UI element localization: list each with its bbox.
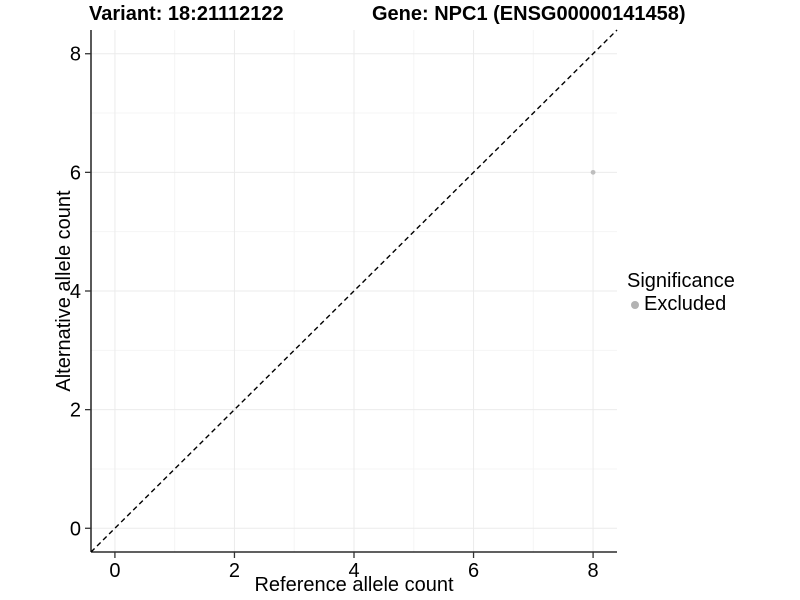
x-tick-label: 2	[229, 560, 240, 582]
y-tick-label: 4	[70, 281, 81, 303]
legend-key-dot-icon	[631, 300, 639, 309]
y-tick-label: 0	[70, 518, 81, 540]
plot-title-gene: Gene: NPC1 (ENSG00000141458)	[372, 3, 686, 25]
x-tick-label: 6	[468, 560, 479, 582]
identity-line	[90, 29, 618, 553]
y-tick-label: 6	[70, 162, 81, 184]
x-tick-label: 0	[109, 560, 120, 582]
x-tick-label: 8	[588, 560, 599, 582]
y-axis-title: Alternative allele count	[53, 190, 75, 392]
legend-item-excluded: Excluded	[631, 293, 735, 316]
y-tick-label: 2	[70, 400, 81, 422]
data-point-excluded	[590, 169, 596, 175]
legend-title: Significance	[627, 270, 735, 292]
x-tick-label: 4	[348, 560, 359, 582]
y-tick-label: 8	[70, 44, 81, 66]
legend: Significance Excluded	[627, 269, 735, 316]
plot-title-variant: Variant: 18:21112122	[89, 3, 284, 25]
legend-item-label: Excluded	[644, 293, 727, 315]
x-axis-title: Reference allele count	[254, 574, 454, 596]
